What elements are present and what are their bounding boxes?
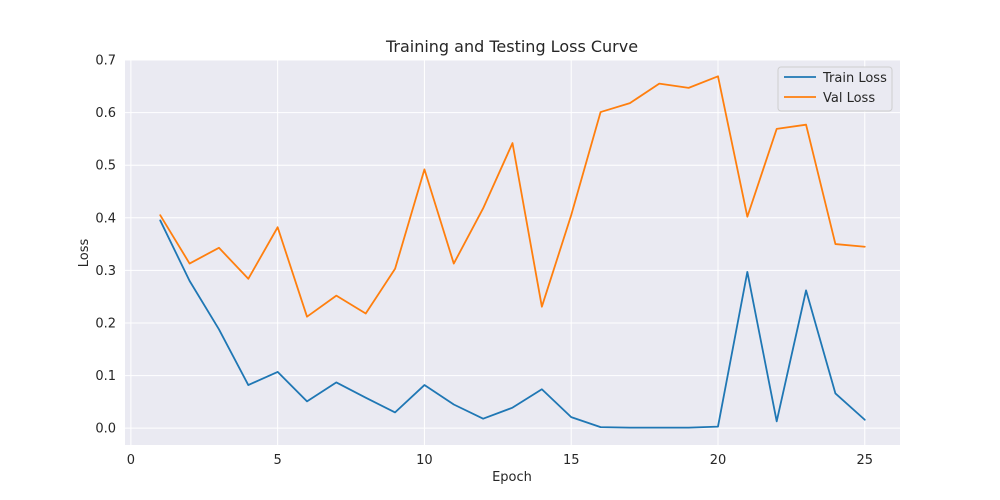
x-tick-label: 25 (856, 453, 873, 468)
legend: Train Loss Val Loss (777, 66, 893, 112)
legend-box (777, 66, 893, 112)
y-tick-labels: 0.0 0.1 0.2 0.3 0.4 0.5 0.6 0.7 (95, 54, 116, 437)
x-tick-label: 0 (127, 453, 135, 468)
series-lines (159, 75, 866, 429)
y-tick-label: 0.5 (95, 159, 116, 174)
y-tick-label: 0.7 (95, 54, 116, 69)
x-tick-label: 15 (563, 453, 580, 468)
y-tick-label: 0.1 (95, 369, 116, 384)
grid-lines (125, 59, 900, 445)
series-line-train-loss (159, 219, 866, 429)
x-axis-label: Epoch (492, 470, 532, 485)
legend-label-val: Val Loss (823, 91, 875, 106)
y-tick-label: 0.0 (95, 422, 116, 437)
y-tick-label: 0.4 (95, 211, 116, 226)
plot-area (125, 60, 900, 445)
x-tick-label: 10 (416, 453, 433, 468)
y-tick-label: 0.2 (95, 316, 116, 331)
y-tick-label: 0.6 (95, 106, 116, 121)
x-tick-label: 5 (274, 453, 282, 468)
x-tick-label: 20 (710, 453, 727, 468)
x-tick-labels: 0 5 10 15 20 25 (127, 453, 873, 468)
series-line-val-loss (159, 75, 866, 318)
y-axis-label: Loss (77, 239, 92, 268)
legend-label-train: Train Loss (822, 71, 887, 86)
chart-title: Training and Testing Loss Curve (385, 37, 638, 56)
y-tick-label: 0.3 (95, 264, 116, 279)
